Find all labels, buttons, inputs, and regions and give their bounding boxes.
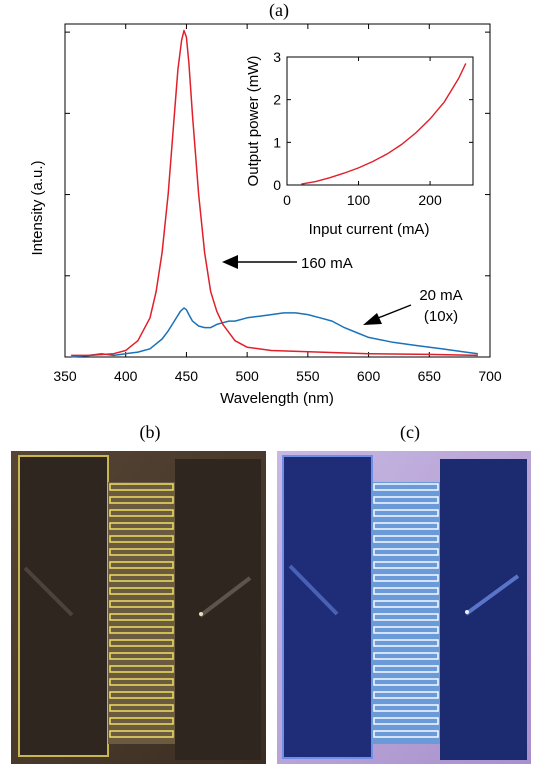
annotation-10x-label: (10x): [424, 308, 458, 325]
annotation-160ma-arrowhead: [222, 255, 238, 269]
finger-gap-region: [108, 482, 175, 744]
micrograph-c-probe-right: [464, 574, 520, 616]
electrode-finger: [109, 665, 174, 673]
electrode-finger: [109, 652, 174, 660]
electrode-finger: [373, 678, 439, 686]
electrode-finger: [373, 652, 439, 660]
inset-x-tick-label: 0: [283, 192, 291, 208]
electrode-finger: [109, 535, 174, 543]
main-y-ticks: [65, 31, 490, 277]
electrode-finger: [373, 665, 439, 673]
inset-y-axis-label: Output power (mW): [245, 56, 262, 187]
inset-y-ticks: 0 1 2 3: [273, 49, 473, 193]
electrode-finger: [373, 587, 439, 595]
spectrum-chart: 350 400 450 500 550 600 650 700 Wavelength (nm)…: [29, 23, 502, 407]
micrograph-c-probe-tip: [465, 610, 469, 614]
annotation-20ma-label: 20 mA: [419, 287, 462, 304]
main-x-axis-label: Wavelength (nm): [220, 390, 334, 407]
inset-x-tick-label: 100: [347, 192, 371, 208]
annotation-20ma-arrowhead: [363, 313, 382, 325]
micrograph-b-probe-left: [23, 566, 74, 617]
micrograph-c-probe-left: [288, 564, 339, 616]
main-x-tick-label: 700: [478, 368, 502, 384]
main-x-tick-label: 550: [296, 368, 320, 384]
electrode-finger: [373, 561, 439, 569]
electrode-finger: [109, 626, 174, 634]
electrode-finger: [109, 613, 174, 621]
electrode-finger: [373, 548, 439, 556]
electrode-finger: [109, 496, 174, 504]
inset-chart: 0 100 200 0 1 2 3 Input current (mA) Output p…: [245, 49, 474, 238]
inset-series-line: [301, 63, 467, 185]
inset-y-tick-label: 2: [273, 92, 281, 108]
main-x-tick-label: 400: [114, 368, 138, 384]
electrode-finger: [373, 574, 439, 582]
electrode-finger: [373, 691, 439, 699]
micrograph-c-right-pad: [440, 459, 527, 760]
finger-gap-region: [372, 482, 440, 744]
electrode-finger: [373, 483, 439, 491]
inset-y-tick-label: 0: [273, 177, 281, 193]
panel-label-a: (a): [269, 0, 289, 21]
inset-y-tick-label: 3: [273, 49, 281, 65]
panel-label-c: (c): [400, 422, 420, 443]
inset-x-axis-label: Input current (mA): [309, 221, 430, 238]
inset-y-tick-label: 1: [273, 134, 281, 150]
main-x-tick-label: 350: [53, 368, 77, 384]
main-x-ticks: 350 400 450 500 550 600 650 700: [53, 24, 502, 384]
electrode-finger: [109, 678, 174, 686]
main-series-line-160-ma: [71, 29, 478, 357]
micrograph-c-fingers: [372, 482, 440, 744]
electrode-finger: [373, 535, 439, 543]
micrograph-b-right-pad: [175, 459, 261, 760]
electrode-finger: [373, 509, 439, 517]
main-plot-frame: [64, 23, 491, 358]
micrograph-b-fingers: [108, 482, 175, 744]
main-series-line-20-ma: [71, 307, 478, 358]
main-series-group: [71, 29, 478, 358]
electrode-finger: [373, 522, 439, 530]
electrode-finger: [109, 730, 174, 738]
electrode-finger: [373, 639, 439, 647]
micrograph-b-probe-right: [198, 576, 252, 618]
main-x-tick-label: 600: [357, 368, 381, 384]
electrode-finger: [373, 717, 439, 725]
main-x-tick-label: 650: [418, 368, 442, 384]
annotation-20ma-arrow-shaft: [377, 304, 412, 319]
electrode-finger: [109, 600, 174, 608]
electrode-finger: [109, 509, 174, 517]
inset-series-group: [301, 63, 467, 185]
electrode-finger: [109, 717, 174, 725]
electrode-finger: [109, 691, 174, 699]
electrode-finger: [109, 587, 174, 595]
inset-x-ticks: 0 100 200: [283, 57, 442, 208]
electrode-finger: [373, 626, 439, 634]
electrode-finger: [373, 496, 439, 504]
micrograph-b: [11, 451, 266, 764]
main-x-tick-label: 450: [175, 368, 199, 384]
electrode-finger: [109, 561, 174, 569]
electrode-finger: [109, 483, 174, 491]
electrode-finger: [373, 600, 439, 608]
annotation-160ma-label: 160 mA: [301, 255, 353, 272]
inset-plot-frame: [286, 56, 474, 186]
electrode-finger: [373, 704, 439, 712]
panel-label-b: (b): [140, 422, 161, 443]
main-y-axis-label: Intensity (a.u.): [29, 160, 46, 255]
electrode-finger: [373, 730, 439, 738]
inset-x-tick-label: 200: [418, 192, 442, 208]
micrograph-c: [277, 451, 531, 764]
electrode-finger: [109, 522, 174, 530]
electrode-finger: [109, 639, 174, 647]
electrode-finger: [109, 548, 174, 556]
electrode-finger: [109, 574, 174, 582]
main-x-tick-label: 500: [235, 368, 259, 384]
electrode-finger: [373, 613, 439, 621]
electrode-finger: [109, 704, 174, 712]
micrograph-b-probe-tip: [199, 612, 203, 616]
